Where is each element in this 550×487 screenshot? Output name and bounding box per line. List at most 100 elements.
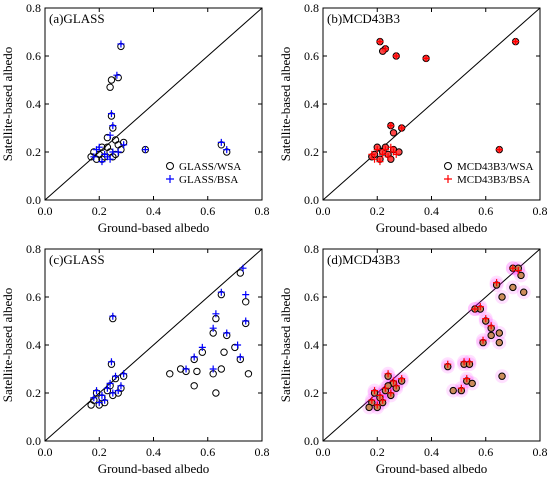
x-axis-label: Ground-based albedo [376, 461, 488, 476]
point-plus [476, 303, 484, 311]
one-to-one-line [44, 248, 263, 442]
point-plus [198, 343, 206, 351]
point-plus [495, 146, 503, 154]
y-tick-label: 0.6 [26, 290, 41, 304]
point-circle [220, 348, 228, 356]
point-circle [236, 269, 245, 277]
point-plus [398, 124, 406, 132]
y-tick-label: 0.4 [304, 338, 319, 352]
panel-title: (c)GLASS [49, 252, 105, 267]
point-circle [107, 76, 116, 84]
point-plus [113, 71, 121, 79]
point-plus [379, 396, 387, 404]
point-plus [509, 264, 517, 272]
point-plus [98, 391, 106, 399]
y-tick-label: 0.6 [304, 49, 319, 63]
point-plus [95, 399, 103, 407]
point-plus [384, 370, 392, 378]
point-plus [120, 370, 128, 378]
y-axis-label: Satellite-based albedo [278, 288, 293, 402]
point-plus [242, 317, 250, 325]
y-tick-label: 0.2 [26, 145, 41, 159]
point-plus [373, 146, 381, 154]
point-plus [392, 52, 400, 60]
y-tick-label: 0.0 [304, 193, 319, 207]
x-tick-label: 0.8 [533, 204, 548, 218]
one-to-one-line [322, 248, 541, 442]
panel-3: 0.0 0.2 0.4 0.6 0.8 0.0 0.2 0.4 0.6 0.8 (d)MCD43B3… [278, 242, 548, 476]
panel-title: (d)MCD43B3 [327, 252, 400, 267]
point-circle [449, 386, 457, 395]
point-plus [93, 387, 101, 395]
point-circle [487, 331, 495, 340]
point-plus [493, 279, 501, 287]
y-axis-label: Satellite-based albedo [0, 288, 15, 402]
y-tick-label: 0.8 [304, 1, 319, 15]
point-circle [509, 283, 517, 292]
point-plus [109, 312, 117, 320]
point-plus [376, 38, 384, 46]
y-tick-label: 0.4 [26, 97, 41, 111]
point-circle [244, 370, 253, 378]
point-plus [190, 353, 198, 361]
plot-frame [44, 7, 263, 201]
point-plus [114, 148, 122, 156]
point-circle [87, 401, 95, 409]
point-plus [103, 384, 111, 392]
plot-frame [44, 248, 263, 442]
point-plus [242, 291, 250, 299]
y-tick-label: 0.2 [26, 386, 41, 400]
x-tick-label: 0.4 [424, 445, 439, 459]
one-to-one-line [44, 7, 263, 201]
point-plus [463, 375, 471, 383]
point-plus [379, 150, 387, 158]
point-plus [182, 365, 190, 373]
point-circle [495, 329, 504, 337]
x-tick-label: 0.4 [146, 204, 161, 218]
legend-label: MCD43B3/WSA [457, 161, 533, 173]
x-tick-label: 0.6 [200, 204, 215, 218]
point-plus [90, 394, 98, 402]
point-plus [234, 341, 242, 349]
point-plus [117, 40, 125, 48]
point-circle [106, 83, 114, 91]
point-plus [457, 384, 465, 392]
point-plus [482, 315, 490, 323]
x-axis-label: Ground-based albedo [376, 220, 488, 235]
legend-marker-circle [166, 162, 174, 170]
point-circle [217, 365, 226, 373]
point-plus [106, 131, 114, 139]
legend-label: GLASS/BSA [179, 174, 238, 186]
x-tick-label: 0.6 [200, 445, 215, 459]
point-plus [217, 138, 225, 146]
point-plus [107, 110, 115, 118]
y-tick-label: 0.0 [304, 434, 319, 448]
point-plus [112, 372, 120, 380]
point-plus [512, 38, 520, 46]
x-axis-label: Ground-based albedo [98, 461, 210, 476]
point-plus [487, 322, 495, 330]
y-tick-label: 0.8 [26, 1, 41, 15]
point-circle [498, 372, 506, 380]
plot-frame [322, 248, 541, 442]
panel-2: 0.0 0.2 0.4 0.6 0.8 0.0 0.2 0.4 0.6 0.8 (c)GLASS Gr… [0, 242, 270, 476]
point-circle [193, 367, 201, 376]
point-circle [498, 293, 506, 301]
point-plus [223, 329, 231, 337]
y-tick-label: 0.0 [26, 434, 41, 448]
point-plus [103, 153, 111, 161]
legend-marker-circle [444, 162, 452, 170]
point-plus [390, 377, 398, 385]
point-plus [387, 389, 395, 397]
point-plus [101, 396, 109, 404]
point-plus [368, 396, 376, 404]
x-axis-label: Ground-based albedo [98, 220, 210, 235]
x-tick-label: 0.2 [92, 204, 107, 218]
point-plus [422, 54, 430, 62]
point-plus [387, 122, 395, 130]
panel-0: 0.0 0.2 0.4 0.6 0.8 0.0 0.2 0.4 0.6 0.8 (a)GLASS Gr… [0, 1, 270, 235]
x-tick-label: 0.6 [478, 204, 493, 218]
point-circle [103, 143, 112, 151]
x-tick-label: 0.4 [424, 204, 439, 218]
point-plus [236, 353, 244, 361]
